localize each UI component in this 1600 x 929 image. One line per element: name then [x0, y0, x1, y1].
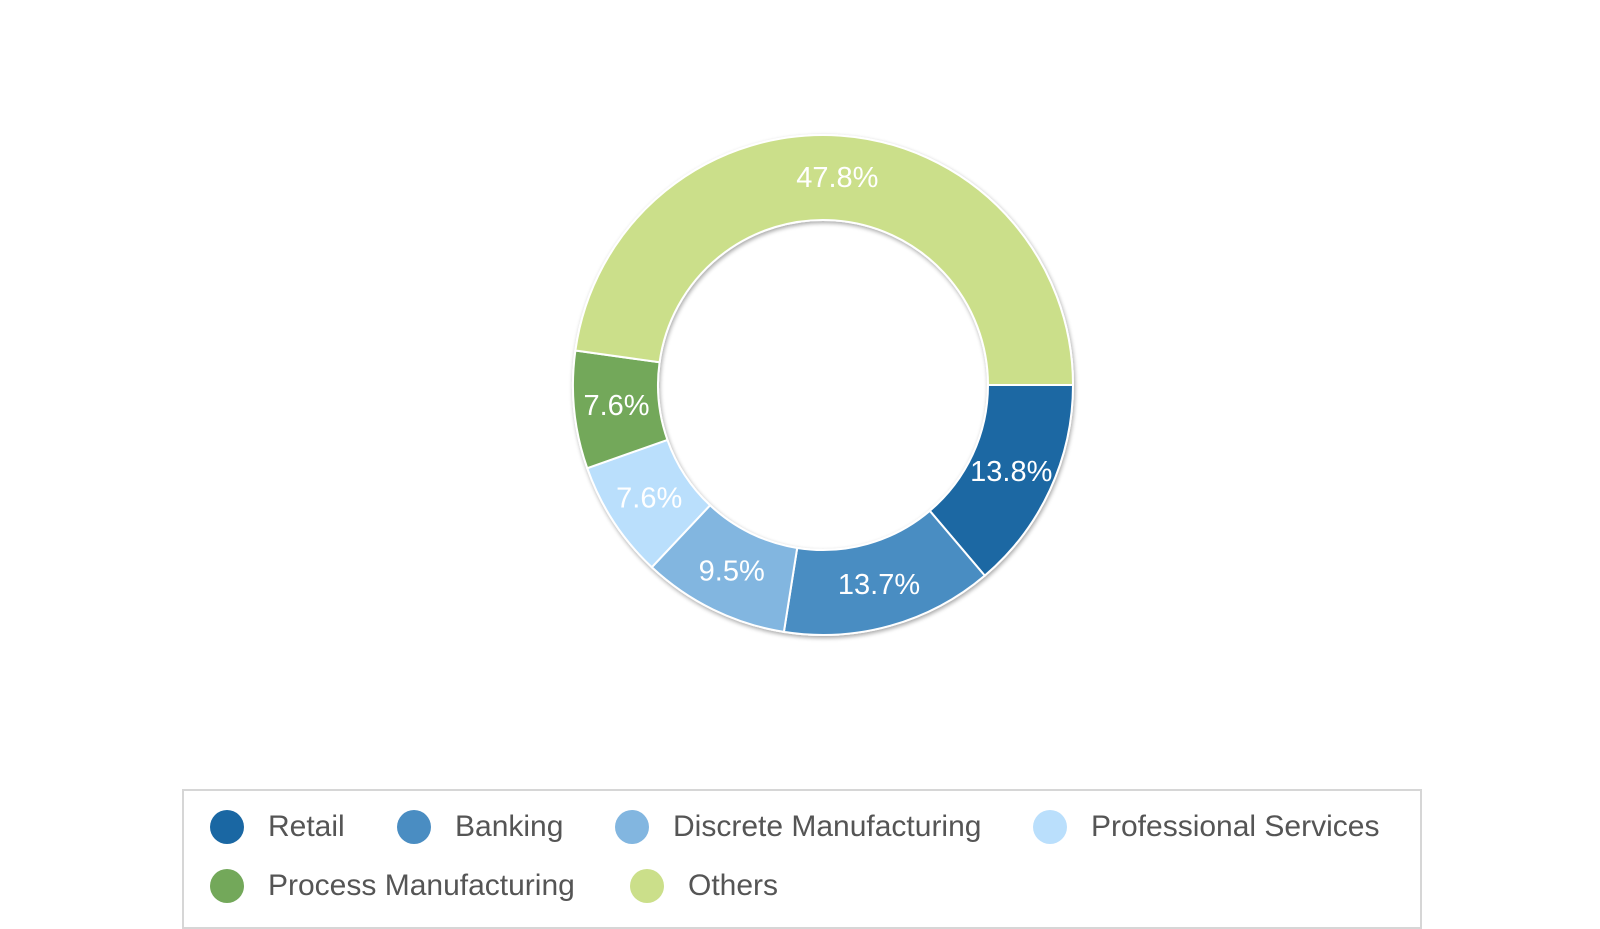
slices-group [572, 134, 1075, 636]
legend-label: Professional Services [1091, 810, 1380, 843]
data-label-professional-services: 7.6% [616, 482, 682, 514]
legend-swatch [210, 869, 244, 903]
legend-item-retail[interactable]: Retail [210, 805, 345, 849]
legend-item-others[interactable]: Others [630, 864, 778, 908]
legend-label: Discrete Manufacturing [673, 810, 982, 843]
legend-label: Process Manufacturing [268, 869, 575, 902]
data-label-banking: 13.7% [838, 569, 920, 601]
legend-item-professional-services[interactable]: Professional Services [1033, 805, 1379, 849]
data-label-discrete-manufacturing: 9.5% [699, 555, 765, 587]
data-labels-group: 13.8% 13.7% 9.5% 7.6% 7.6% 47.8% [583, 162, 1052, 601]
data-label-retail: 13.8% [970, 456, 1052, 488]
legend-label: Others [688, 869, 779, 902]
legend-item-banking[interactable]: Banking [397, 805, 563, 849]
legend-label: Retail [268, 810, 345, 843]
legend-item-discrete-manufacturing[interactable]: Discrete Manufacturing [615, 805, 981, 849]
donut-slice-others[interactable] [574, 134, 1075, 386]
legend-swatch [630, 869, 664, 903]
legend-label: Banking [455, 810, 564, 843]
legend-swatch [615, 810, 649, 844]
donut-chart: 13.8% 13.7% 9.5% 7.6% 7.6% 47.8% [572, 134, 1075, 636]
legend-swatch [210, 810, 244, 844]
donut-chart-svg: 13.8% 13.7% 9.5% 7.6% 7.6% 47.8% [572, 134, 1075, 636]
legend-item-process-manufacturing[interactable]: Process Manufacturing [210, 864, 575, 908]
legend: Retail Banking Discrete Manufacturing Pr… [182, 789, 1422, 929]
data-label-others: 47.8% [796, 162, 878, 194]
legend-swatch [1033, 810, 1067, 844]
data-label-process-manufacturing: 7.6% [583, 390, 649, 422]
legend-swatch [397, 810, 431, 844]
